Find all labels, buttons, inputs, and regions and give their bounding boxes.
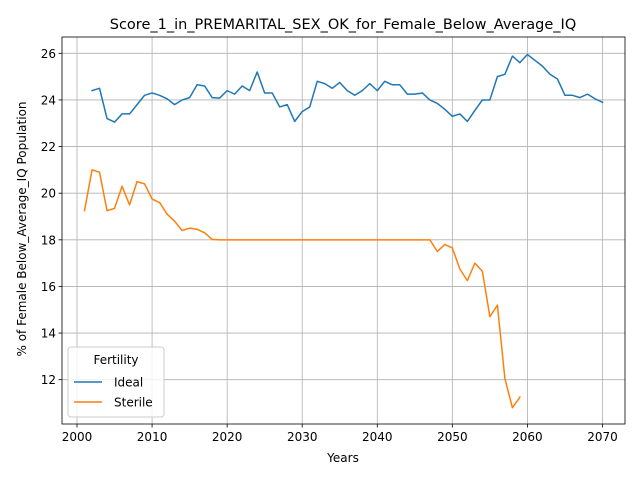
x-tick-label: 2060 (512, 430, 543, 444)
x-axis-ticks: 2000 2010 2020 2030 2040 2050 2060 2070 (62, 424, 618, 444)
series-line-sterile (83, 169, 521, 409)
x-tick-label: 2000 (62, 430, 93, 444)
y-tick-label: 26 (41, 47, 56, 61)
x-tick-label: 2010 (137, 430, 168, 444)
y-tick-label: 20 (41, 187, 56, 201)
x-tick-label: 2040 (362, 430, 393, 444)
legend-label-sterile: Sterile (114, 396, 153, 410)
legend-title: Fertility (93, 353, 138, 367)
y-tick-label: 16 (41, 280, 56, 294)
chart-title: Score_1_in_PREMARITAL_SEX_OK_for_Female_… (110, 17, 577, 33)
y-tick-label: 12 (41, 373, 56, 387)
legend-box (67, 346, 165, 418)
legend-label-ideal: Ideal (114, 376, 143, 390)
x-tick-label: 2030 (287, 430, 318, 444)
legend-entries: Ideal Sterile (74, 376, 153, 410)
y-tick-label: 14 (41, 327, 56, 341)
legend: Fertility Ideal Sterile (67, 346, 165, 418)
x-tick-label: 2020 (212, 430, 243, 444)
x-axis-label: Years (326, 451, 359, 465)
series-lines (83, 53, 604, 409)
y-axis-ticks: 12 14 16 18 20 22 24 26 (41, 47, 62, 387)
x-tick-label: 2070 (587, 430, 618, 444)
y-tick-label: 18 (41, 233, 56, 247)
x-tick-label: 2050 (437, 430, 468, 444)
y-tick-label: 24 (41, 93, 56, 107)
y-axis-label: % of Female Below_Average_IQ Population (15, 101, 29, 356)
plot-frame (61, 36, 626, 425)
y-tick-label: 22 (41, 140, 56, 154)
series-line-ideal (91, 53, 604, 123)
